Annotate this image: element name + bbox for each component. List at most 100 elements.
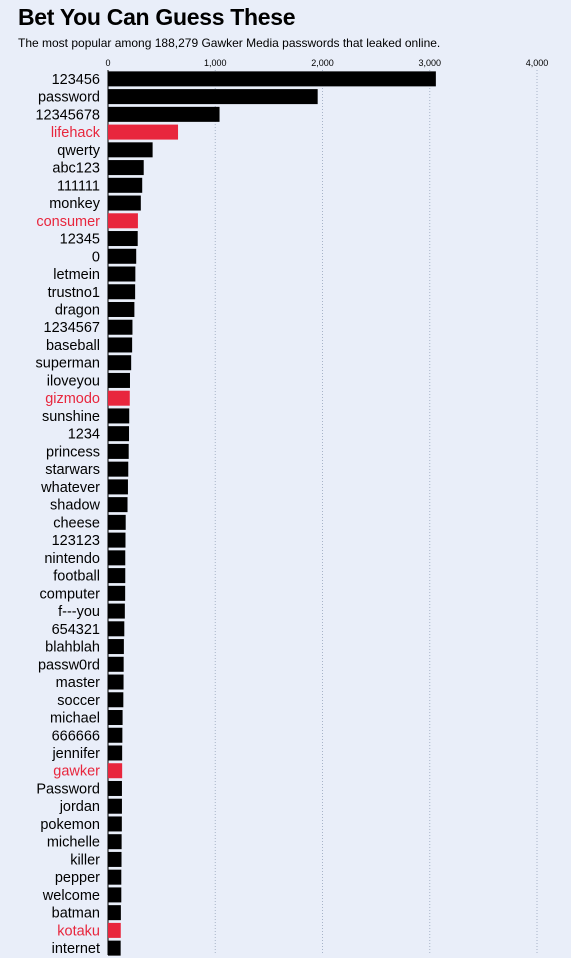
bar-36 xyxy=(108,710,123,726)
bar-6 xyxy=(108,177,143,193)
category-label: lifehack xyxy=(51,125,101,141)
bar-47 xyxy=(108,905,121,921)
category-label: shadow xyxy=(50,498,101,514)
bar-5 xyxy=(108,160,144,176)
category-label: iloveyou xyxy=(47,373,100,389)
category-label: 111111 xyxy=(57,178,100,194)
category-label: jordan xyxy=(59,799,100,815)
category-label: trustno1 xyxy=(48,285,100,301)
category-label: pepper xyxy=(55,870,100,886)
category-label: qwerty xyxy=(57,143,100,159)
category-label: Password xyxy=(36,781,100,797)
category-label: f---you xyxy=(58,604,100,620)
category-label: monkey xyxy=(49,196,101,212)
category-label: baseball xyxy=(46,338,100,354)
category-label: gizmodo xyxy=(45,391,100,407)
category-label: kotaku xyxy=(57,923,100,939)
bar-16 xyxy=(108,355,132,371)
category-label: internet xyxy=(52,941,100,957)
bar-12 xyxy=(108,284,136,300)
category-label: superman xyxy=(36,356,100,372)
bar-45 xyxy=(108,869,122,885)
category-label: batman xyxy=(52,906,100,922)
bar-11 xyxy=(108,266,136,282)
category-label: 666666 xyxy=(52,728,100,744)
bar-0 xyxy=(108,71,436,87)
bar-22 xyxy=(108,461,129,477)
x-tick-label: 2,000 xyxy=(311,58,334,68)
x-tick-label: 0 xyxy=(105,58,110,68)
category-label: master xyxy=(56,675,100,691)
bar-49 xyxy=(108,940,121,956)
bar-15 xyxy=(108,337,133,353)
category-label: abc123 xyxy=(52,161,100,177)
bar-41 xyxy=(108,798,122,814)
category-label: soccer xyxy=(57,693,100,709)
chart-subtitle: The most popular among 188,279 Gawker Me… xyxy=(18,36,441,50)
category-label: killer xyxy=(70,852,100,868)
x-tick-label: 4,000 xyxy=(526,58,549,68)
bar-3 xyxy=(108,124,179,140)
bar-23 xyxy=(108,479,128,495)
category-label: michael xyxy=(50,711,100,727)
bar-9 xyxy=(108,231,138,247)
bar-8 xyxy=(108,213,138,229)
bar-1 xyxy=(108,89,318,105)
bar-2 xyxy=(108,106,220,122)
bar-10 xyxy=(108,248,137,264)
category-label: 654321 xyxy=(52,622,100,638)
category-label: gawker xyxy=(53,764,100,780)
category-label: cheese xyxy=(53,515,100,531)
category-label: dragon xyxy=(55,302,100,318)
bar-33 xyxy=(108,656,124,672)
bar-31 xyxy=(108,621,125,637)
bar-17 xyxy=(108,372,130,388)
bar-46 xyxy=(108,887,122,903)
category-label: 1234 xyxy=(68,427,100,443)
grid-lines xyxy=(107,70,538,955)
bar-43 xyxy=(108,834,122,850)
x-tick-label: 3,000 xyxy=(418,58,441,68)
bar-27 xyxy=(108,550,126,566)
bar-13 xyxy=(108,301,135,317)
x-axis-ticks: 0 1,000 2,000 3,000 4,000 xyxy=(105,58,548,68)
bar-29 xyxy=(108,585,126,601)
bar-34 xyxy=(108,674,124,690)
category-label: 12345 xyxy=(60,232,100,248)
category-label: blahblah xyxy=(45,640,100,656)
category-label: welcome xyxy=(42,888,100,904)
category-label: football xyxy=(53,569,100,585)
category-label: computer xyxy=(40,586,101,602)
category-label: sunshine xyxy=(42,409,100,425)
category-label: 123123 xyxy=(52,533,100,549)
bar-18 xyxy=(108,390,130,406)
category-label: 1234567 xyxy=(44,320,100,336)
category-label: 123456 xyxy=(52,72,100,88)
bar-39 xyxy=(108,763,123,779)
bar-32 xyxy=(108,639,124,655)
category-label: starwars xyxy=(45,462,100,478)
category-label: princess xyxy=(46,444,100,460)
category-label: pokemon xyxy=(40,817,100,833)
bar-7 xyxy=(108,195,141,211)
category-label: consumer xyxy=(36,214,100,230)
bar-30 xyxy=(108,603,125,619)
category-label: password xyxy=(38,90,100,106)
bar-21 xyxy=(108,443,129,459)
bar-44 xyxy=(108,851,122,867)
category-label: 12345678 xyxy=(35,107,100,123)
bar-28 xyxy=(108,568,126,584)
bar-20 xyxy=(108,426,130,442)
category-label: whatever xyxy=(40,480,100,496)
bar-14 xyxy=(108,319,133,335)
chart-title: Bet You Can Guess These xyxy=(18,4,296,30)
category-label: 0 xyxy=(92,249,100,265)
category-label: nintendo xyxy=(44,551,100,567)
bar-4 xyxy=(108,142,153,158)
bar-35 xyxy=(108,692,124,708)
category-label: letmein xyxy=(53,267,100,283)
bar-38 xyxy=(108,745,123,761)
bar-24 xyxy=(108,497,128,513)
